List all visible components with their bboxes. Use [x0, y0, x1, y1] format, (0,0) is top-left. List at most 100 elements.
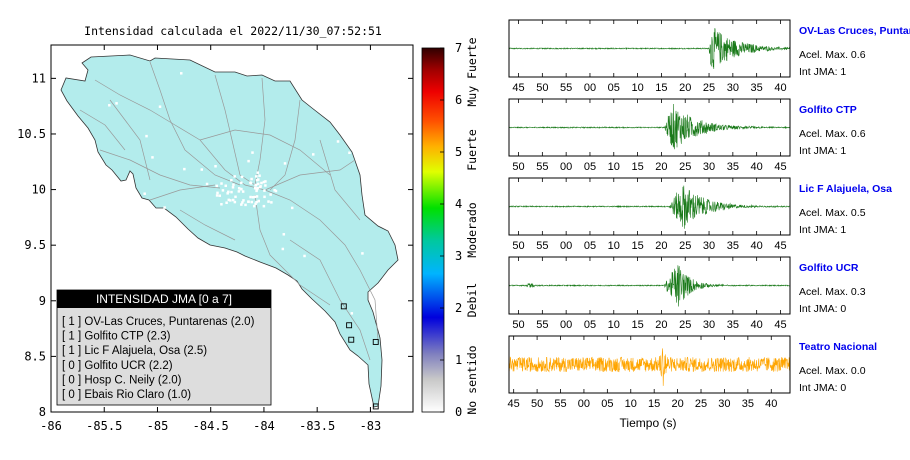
city-dot [244, 203, 247, 207]
road [179, 209, 236, 241]
city-dot [273, 189, 276, 192]
city-dot [240, 181, 243, 185]
jma-intensity: Int JMA: 1 [799, 66, 846, 78]
city-dot [255, 200, 258, 204]
road [149, 61, 241, 186]
road [99, 149, 221, 189]
city-dot [226, 192, 229, 195]
road [214, 74, 256, 186]
town-dot [92, 174, 95, 178]
waveform-frame [508, 335, 791, 394]
city-dot [229, 199, 232, 202]
city-dot [230, 178, 233, 182]
city-dot [241, 201, 244, 204]
colorbar-label: Debil [465, 283, 479, 318]
city-dot [237, 190, 241, 193]
city-dot [263, 195, 266, 199]
town-dot [183, 167, 186, 171]
town-dot [151, 156, 154, 159]
time-tick-label: 10 [625, 398, 637, 410]
station-marker [348, 336, 355, 343]
city-dot [250, 177, 253, 181]
waveform-panel: 50 55 00 05 10 15 20 25 30 35 40 45 Lic F Alajuela, … [508, 177, 892, 252]
town-dot [290, 206, 294, 210]
time-tick-label: 20 [655, 240, 667, 252]
legend-row: [ 1 ] OV-Las Cruces, Puntarenas (2.0) [62, 316, 255, 328]
city-dot [225, 201, 228, 204]
waveform-panel: 45 50 55 00 05 10 15 20 25 30 35 40 OV-Las Cruces, P… [508, 19, 910, 94]
colorbar-tick-label: 0 [455, 405, 462, 419]
waveform-frame [508, 19, 791, 78]
waveform-trace [508, 103, 791, 150]
time-tick-label: 45 [508, 398, 520, 410]
town-dot [153, 260, 157, 263]
legend-header [57, 290, 271, 308]
time-tick-label: 35 [727, 319, 739, 331]
town-dot [247, 159, 250, 163]
city-dot [249, 195, 252, 199]
max-acceleration: Acel. Max. 0.6 [799, 128, 866, 140]
town-dot [258, 174, 261, 177]
time-tick-label: 55 [536, 319, 548, 331]
colorbar-label: Fuerte [465, 129, 479, 171]
costa-rica-land [60, 54, 399, 408]
time-tick-label: 40 [751, 161, 763, 173]
town-dot [145, 134, 148, 138]
time-tick-label: 05 [608, 82, 620, 94]
town-dot [214, 165, 217, 168]
road [264, 159, 356, 191]
time-tick-label: 25 [679, 240, 691, 252]
city-dot [220, 182, 223, 185]
station-name: Golfito CTP [799, 104, 857, 116]
station-name: Lic F Alajuela, Osa [799, 183, 892, 195]
time-tick-label: 15 [631, 319, 643, 331]
colorbar-labels: No sentido Debil Moderado Fuerte Muy Fuerte [465, 37, 479, 414]
map-y-tick-label: 10 [32, 183, 46, 197]
city-dot [230, 190, 233, 194]
jma-intensity: Int JMA: 0 [799, 303, 846, 315]
city-dot [254, 202, 257, 206]
waveform-frame [508, 177, 791, 236]
colorbar-label: Moderado [465, 202, 479, 257]
waveform-trace [508, 28, 791, 70]
station-name: Teatro Nacional [799, 341, 877, 353]
colorbar-label: Muy Fuerte [465, 37, 479, 106]
city-dot [252, 204, 256, 208]
city-dot [263, 189, 266, 192]
map-x-tick-label: -84.5 [193, 419, 229, 433]
colorbar: 0 1 2 3 4 5 6 7 No sentido Debil Moderado Fuerte Mu… [421, 37, 479, 419]
time-tick-label: 20 [655, 161, 667, 173]
map-x-tick-label: -83 [360, 419, 382, 433]
colorbar-tick-label: 6 [455, 93, 462, 107]
town-dot [303, 254, 306, 258]
time-tick-label: 40 [774, 82, 786, 94]
city-dot [224, 184, 227, 188]
map-title: Intensidad calculada el 2022/11/30_07:52… [84, 24, 382, 38]
town-dot [205, 182, 209, 186]
town-dot [281, 247, 285, 251]
map-y-tick-label: 10.5 [17, 127, 46, 141]
city-dot [250, 200, 253, 204]
map-x-tick-label: -86 [40, 419, 62, 433]
legend-rows: [ 1 ] OV-Las Cruces, Puntarenas (2.0) [ 1… [62, 316, 255, 401]
time-axis-label: Tiempo (s) [620, 416, 677, 430]
city-dot [232, 183, 235, 186]
time-tick-label: 35 [742, 398, 754, 410]
max-acceleration: Acel. Max. 0.6 [799, 49, 866, 61]
town-dot [180, 72, 183, 75]
town-dot [361, 252, 364, 255]
town-dot [163, 206, 166, 209]
city-dot [251, 195, 255, 199]
town-dot [218, 194, 222, 197]
city-dot [255, 195, 259, 198]
jma-intensity: Int JMA: 0 [799, 382, 846, 394]
waveform-frame [508, 98, 791, 157]
city-dot [239, 187, 243, 191]
time-tick-label: 15 [648, 398, 660, 410]
colorbar-tick-label: 5 [455, 145, 462, 159]
legend-background [56, 289, 272, 406]
time-tick-label: 45 [774, 240, 786, 252]
city-dot [270, 201, 273, 204]
time-tick-label: 35 [751, 82, 763, 94]
town-dot [256, 171, 260, 174]
